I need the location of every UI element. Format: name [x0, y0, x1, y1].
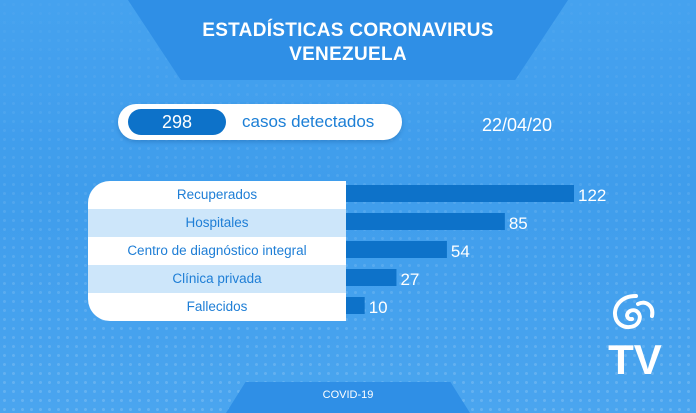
total-cases-count: 298: [128, 109, 226, 135]
category-label-clinica-privada: Clínica privada: [88, 265, 346, 293]
logo-text: TV: [608, 336, 662, 380]
bar-clinica-privada: [346, 269, 397, 286]
bar-centro-de-diagnostico-integral: [346, 241, 447, 258]
vtv-spiral-logo-icon: TV: [608, 294, 662, 380]
data-label-hospitales: 85: [509, 214, 528, 233]
footer-tag: COVID-19: [322, 389, 374, 401]
data-label-centro-de-diagnostico-integral: 54: [451, 242, 470, 261]
total-cases-label: casos detectados: [242, 112, 375, 131]
data-label-fallecidos: 10: [369, 298, 388, 317]
bar-hospitales: [346, 213, 505, 230]
report-date: 22/04/20: [482, 115, 553, 135]
category-label-recuperados: Recuperados: [176, 187, 258, 202]
category-label-cdi: Centro de diagnóstico integral: [127, 243, 307, 258]
header-banner: [128, 0, 568, 80]
page-subtitle: VENEZUELA: [289, 44, 407, 65]
category-label-hospitales: Hospitales: [88, 209, 346, 237]
category-label-panel: Recuperados Hospitales Centro de diagnós…: [88, 181, 346, 321]
category-label-fallecidos: Fallecidos: [186, 299, 248, 314]
data-label-clinica-privada: 27: [400, 270, 419, 289]
bar-recuperados: [346, 185, 574, 202]
footer-banner: [226, 382, 470, 413]
data-label-recuperados: 122: [578, 186, 606, 205]
bar-fallecidos: [346, 297, 365, 314]
summary-pill: 298 casos detectados: [118, 104, 402, 140]
page-title: ESTADÍSTICAS CORONAVIRUS: [202, 20, 494, 41]
